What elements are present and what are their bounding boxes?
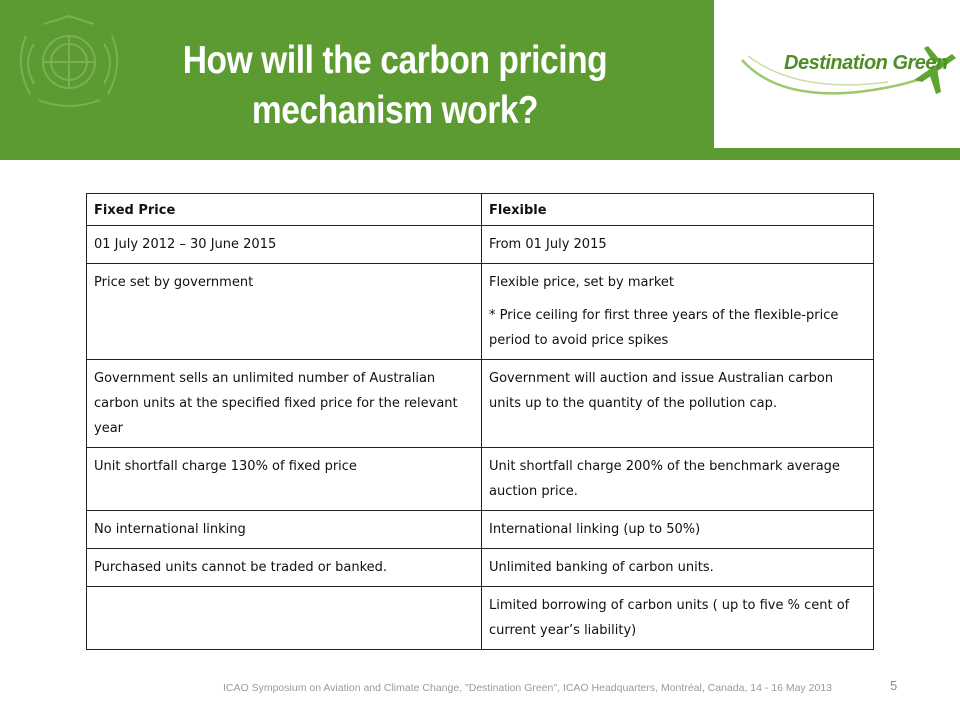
airplane-icon: [741, 46, 956, 95]
table-cell: From 01 July 2015: [481, 225, 874, 264]
table-cell: Unit shortfall charge 200% of the benchm…: [481, 447, 874, 511]
table-row: 01 July 2012 – 30 June 2015 From 01 July…: [86, 225, 874, 264]
header-bar: [0, 0, 714, 160]
title-line-2: mechanism work?: [251, 89, 539, 132]
table-cell: Unit shortfall charge 130% of fixed pric…: [86, 447, 482, 511]
table-row: Limited borrowing of carbon units ( up t…: [86, 586, 874, 650]
table-cell: Limited borrowing of carbon units ( up t…: [481, 586, 874, 650]
page-title: How will the carbon pricing mechanism wo…: [176, 36, 615, 136]
price-ceiling-note: * Price ceiling for first three years of…: [489, 308, 839, 348]
table-row: Unit shortfall charge 130% of fixed pric…: [86, 447, 874, 511]
table-row: Price set by government Flexible price, …: [86, 263, 874, 360]
table-cell: 01 July 2012 – 30 June 2015: [86, 225, 482, 264]
table-cell: Price set by government: [86, 263, 482, 360]
table-row: No international linking International l…: [86, 510, 874, 549]
header-strip: [714, 148, 960, 160]
table-row: Purchased units cannot be traded or bank…: [86, 548, 874, 587]
icao-emblem-icon: [19, 14, 119, 107]
footer-text: ICAO Symposium on Aviation and Climate C…: [223, 682, 832, 694]
logo-area: [714, 0, 960, 148]
table-cell: Government sells an unlimited number of …: [86, 359, 482, 448]
header-flexible: Flexible: [481, 193, 874, 226]
pricing-table: Fixed Price Flexible 01 July 2012 – 30 J…: [86, 193, 874, 650]
table-cell: Unlimited banking of carbon units.: [481, 548, 874, 587]
header-fixed-price: Fixed Price: [86, 193, 482, 226]
table-cell-empty: [86, 586, 482, 650]
cell-text: Flexible price, set by market: [489, 275, 674, 290]
table-cell-with-note: Flexible price, set by market * Price ce…: [481, 263, 874, 360]
table-cell: International linking (up to 50%): [481, 510, 874, 549]
table-row: Government sells an unlimited number of …: [86, 359, 874, 448]
table-cell: No international linking: [86, 510, 482, 549]
page-number: 5: [890, 678, 898, 693]
brand-name: Destination Green: [784, 52, 948, 74]
table-cell: Purchased units cannot be traded or bank…: [86, 548, 482, 587]
table-header-row: Fixed Price Flexible: [86, 193, 874, 226]
title-line-1: How will the carbon pricing: [182, 39, 608, 82]
table-cell: Government will auction and issue Austra…: [481, 359, 874, 448]
